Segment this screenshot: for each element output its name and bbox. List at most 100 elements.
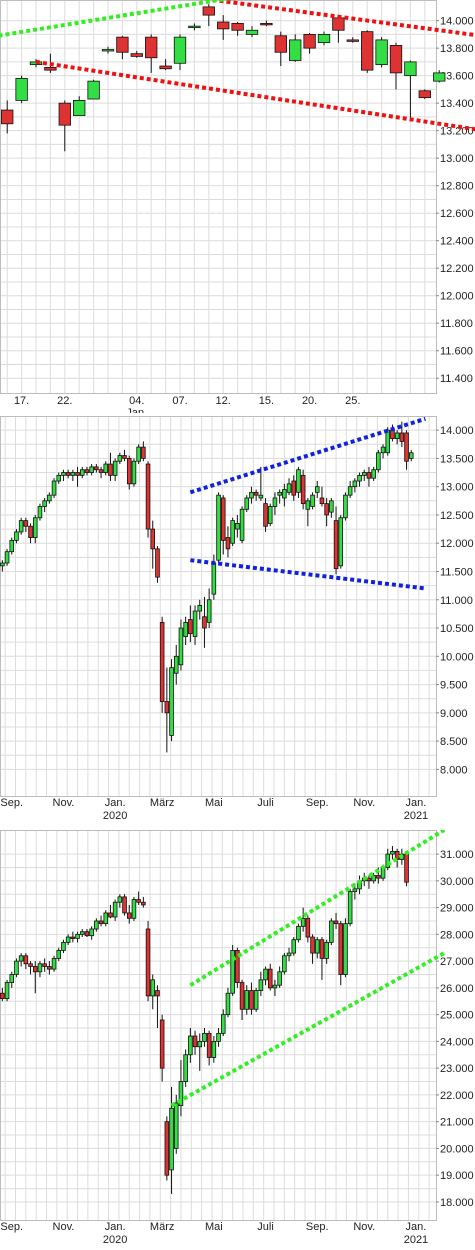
y-tick-label: 20.000 xyxy=(440,1143,474,1155)
candle-body xyxy=(51,480,57,496)
candle-up xyxy=(380,444,386,459)
candle-body xyxy=(366,472,372,479)
candle-body xyxy=(47,494,52,502)
y-tick-label: 12.000 xyxy=(440,291,474,303)
plot-frame xyxy=(0,416,437,797)
y-tick-label: 13.000 xyxy=(440,153,474,165)
candle-body xyxy=(333,520,339,570)
candle-up xyxy=(314,481,320,498)
candle-body xyxy=(0,562,5,567)
candle-body xyxy=(32,517,38,538)
candle-body xyxy=(206,599,212,623)
candle-body xyxy=(272,984,278,989)
y-tick-label: 13.400 xyxy=(440,98,474,110)
candle-up xyxy=(282,953,287,975)
candle-body xyxy=(112,901,118,918)
trendline xyxy=(189,830,446,987)
candle-body xyxy=(42,500,47,507)
candle-down xyxy=(70,931,76,943)
candle-down xyxy=(332,16,345,43)
candle-down xyxy=(319,486,325,507)
x-tick-label: Sep. xyxy=(306,797,329,809)
candle-body xyxy=(404,432,409,462)
candle-body xyxy=(155,548,160,578)
x-tick-year-label: Jan. xyxy=(126,407,147,413)
candle-body xyxy=(418,90,431,99)
candle-down xyxy=(126,904,132,924)
candle-down xyxy=(404,851,409,887)
candle-up xyxy=(173,644,179,685)
candle-body xyxy=(314,939,320,954)
candle-up xyxy=(75,931,80,943)
candle-up xyxy=(286,478,292,496)
x-tick-label: Jan. xyxy=(105,1221,126,1233)
chart-panel-2: 8.000 8.500 9.000 9.500 10.000 10.500 11.000 11… xyxy=(0,416,475,826)
trendlines xyxy=(189,416,426,591)
candle-body xyxy=(239,508,245,541)
candle-body xyxy=(131,460,137,485)
candle-body xyxy=(84,469,90,473)
candle-body xyxy=(159,65,172,70)
x-tick-label: 15. xyxy=(259,395,274,407)
candle-body xyxy=(296,469,301,493)
candle-up xyxy=(258,971,264,996)
candle-up xyxy=(267,503,273,527)
candle-body xyxy=(394,432,400,440)
candle-up xyxy=(347,888,353,927)
candle-down xyxy=(126,455,132,490)
candle-body xyxy=(216,494,221,561)
candle-body xyxy=(183,621,188,637)
candle-up xyxy=(73,96,86,116)
candle-down xyxy=(145,461,151,538)
candle-body xyxy=(253,491,259,496)
trendline xyxy=(190,558,426,591)
candle-up xyxy=(9,971,15,988)
candle-down xyxy=(324,497,329,527)
candle-up xyxy=(352,478,358,493)
candle-body xyxy=(159,1019,165,1069)
candle-body xyxy=(103,912,109,925)
candle-body xyxy=(18,520,24,533)
candle-body xyxy=(385,853,391,868)
candle-down xyxy=(220,495,226,555)
candle-up xyxy=(4,548,10,566)
x-tick-label: März xyxy=(150,797,174,809)
candle-body xyxy=(263,503,268,527)
candle-body xyxy=(164,1121,170,1176)
x-tick-year-label: 2020 xyxy=(103,810,127,822)
candle-body xyxy=(338,517,344,567)
candle-body xyxy=(164,701,170,714)
candle-body xyxy=(343,494,348,519)
candle-body xyxy=(37,963,43,973)
candle-up xyxy=(188,23,201,31)
candle-up xyxy=(310,492,315,510)
candle-body xyxy=(305,917,311,938)
candle-down xyxy=(145,34,158,73)
candle-up xyxy=(357,472,362,487)
candle-body xyxy=(42,963,47,967)
candle-up xyxy=(112,899,118,921)
candle-up xyxy=(79,466,85,479)
candle-up xyxy=(244,495,250,513)
y-tick-label: 10.500 xyxy=(440,623,474,635)
candle-body xyxy=(286,483,292,493)
candle-body xyxy=(235,950,240,983)
candle-up xyxy=(371,466,376,482)
candle-down xyxy=(155,546,160,583)
candle-body xyxy=(347,891,353,925)
candle-body xyxy=(192,1035,198,1048)
candle-up xyxy=(296,466,301,498)
candle-body xyxy=(131,899,137,919)
candle-body xyxy=(329,920,334,943)
candle-body xyxy=(65,936,71,943)
candle-body xyxy=(89,466,94,473)
candle-body xyxy=(317,33,331,44)
candle-body xyxy=(32,966,38,973)
candle-up xyxy=(433,70,446,83)
trendline xyxy=(35,59,475,132)
candle-body xyxy=(258,494,264,499)
candle-body xyxy=(366,877,372,882)
y-tick-label: 12.500 xyxy=(440,510,474,522)
candle-body xyxy=(98,469,104,473)
trendlines xyxy=(0,0,475,132)
